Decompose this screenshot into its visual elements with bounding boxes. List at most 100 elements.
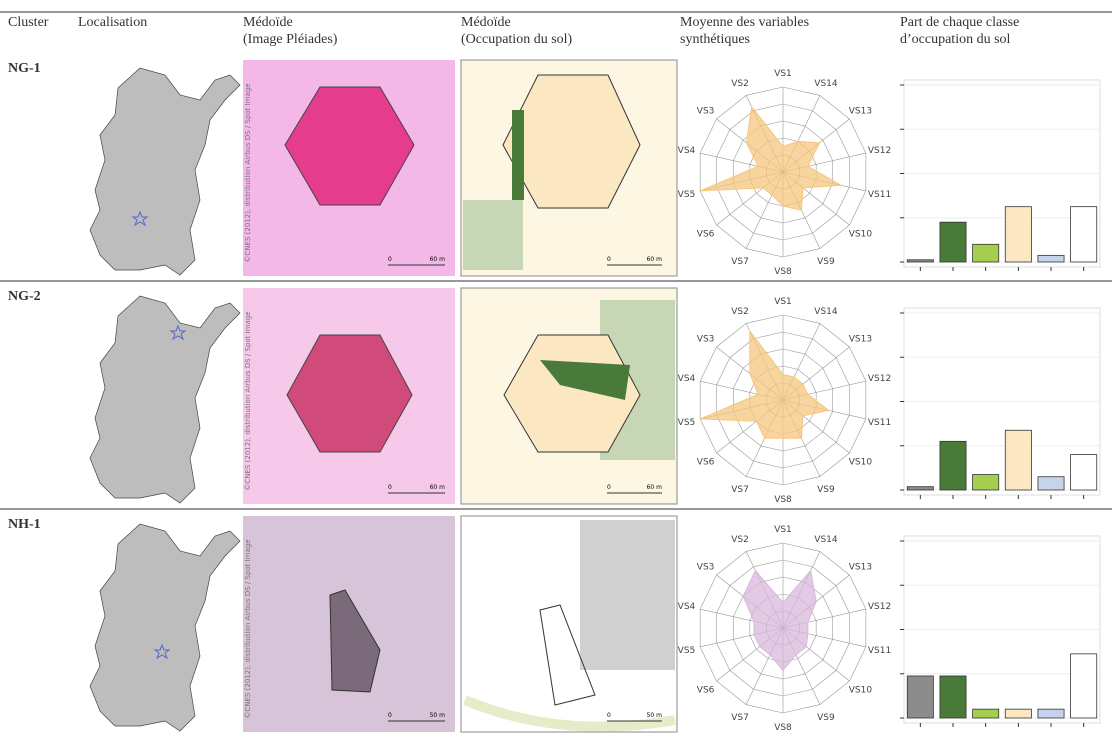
bar: [1004, 206, 1032, 263]
radar-axis-label: VS5: [678, 646, 696, 656]
radar-axis-label: VS9: [817, 485, 835, 495]
radar-axis-label: VS14: [814, 535, 838, 545]
radar-axis-label: VS9: [817, 257, 835, 267]
landuse-image: [460, 515, 678, 733]
column-header: (Occupation du sol): [461, 32, 573, 47]
radar-axis-label: VS7: [731, 485, 749, 495]
scale-label: 0: [607, 712, 611, 719]
bar: [972, 474, 1000, 491]
scale-label: 0: [607, 484, 611, 491]
bar: [1070, 454, 1098, 491]
column-header: (Image Pléiades): [243, 32, 338, 47]
scale-label: 50 m: [430, 712, 446, 719]
bar: [972, 708, 1000, 719]
radar-axis-label: VS3: [697, 334, 715, 344]
landuse-image: [460, 287, 678, 505]
radar-axis-label: VS14: [814, 307, 838, 317]
radar-axis-label: VS1: [774, 69, 792, 79]
column-header: Cluster: [8, 15, 49, 30]
radar-area: [699, 105, 843, 211]
image-credit: ©CNES (2012), distribution Airbus DS / S…: [244, 539, 252, 718]
bar: [1004, 429, 1032, 491]
column-header: Part de chaque classe: [900, 15, 1019, 30]
radar-axis-label: VS12: [868, 602, 891, 612]
cluster-label: NH-1: [8, 517, 41, 532]
scale-label: 0: [388, 712, 392, 719]
scale-label: 50 m: [647, 712, 663, 719]
bar: [939, 440, 967, 491]
pleiades-image: [243, 516, 455, 732]
bar: [1070, 206, 1098, 263]
bar: [1037, 254, 1065, 263]
radar-axis-label: VS11: [868, 646, 891, 656]
pleiades-image: [243, 288, 455, 504]
radar-axis-label: VS8: [774, 267, 792, 277]
bar: [972, 243, 1000, 263]
pleiades-image: [243, 60, 455, 276]
bar: [1037, 476, 1065, 491]
bar: [906, 675, 934, 719]
scale-label: 60 m: [647, 484, 663, 491]
radar-axis-label: VS13: [849, 334, 872, 344]
radar-axis-label: VS4: [678, 146, 696, 156]
radar-axis-label: VS11: [868, 418, 891, 428]
scale-label: 60 m: [430, 256, 446, 263]
radar-axis-label: VS6: [697, 686, 715, 696]
column-header: d’occupation du sol: [900, 32, 1011, 47]
radar-axis-label: VS11: [868, 190, 891, 200]
bar: [1037, 708, 1065, 719]
radar-axis-label: VS6: [697, 230, 715, 240]
radar-axis-label: VS3: [697, 106, 715, 116]
landuse-image: [460, 59, 678, 277]
radar-axis-label: VS12: [868, 374, 891, 384]
radar-axis-label: VS2: [731, 307, 749, 317]
radar-axis-label: VS7: [731, 713, 749, 723]
bar: [1070, 653, 1098, 719]
bar: [1004, 708, 1032, 719]
map: [89, 67, 241, 276]
bar: [906, 486, 934, 491]
radar-axis-label: VS3: [697, 562, 715, 572]
radar-axis-label: VS12: [868, 146, 891, 156]
radar-axis-label: VS1: [774, 525, 792, 535]
bar: [906, 259, 934, 263]
map: [89, 523, 241, 732]
scale-label: 0: [388, 484, 392, 491]
radar-axis-label: VS2: [731, 79, 749, 89]
cluster-label: NG-2: [8, 289, 41, 304]
scale-label: 60 m: [647, 256, 663, 263]
scale-label: 60 m: [430, 484, 446, 491]
column-header: Médoïde: [461, 15, 511, 30]
radar-axis-label: VS4: [678, 602, 696, 612]
radar-axis-label: VS10: [849, 686, 873, 696]
radar-area: [699, 329, 830, 439]
scale-label: 0: [388, 256, 392, 263]
column-header: Médoïde: [243, 15, 293, 30]
radar-axis-label: VS10: [849, 230, 873, 240]
radar-axis-label: VS7: [731, 257, 749, 267]
radar-axis-label: VS8: [774, 495, 792, 505]
radar-area: [742, 569, 817, 672]
image-credit: ©CNES (2012), distribution Airbus DS / S…: [244, 311, 252, 490]
column-header: Moyenne des variables: [680, 15, 809, 30]
radar-axis-label: VS13: [849, 106, 872, 116]
radar-axis-label: VS4: [678, 374, 696, 384]
radar-axis-label: VS5: [678, 190, 696, 200]
radar-axis-label: VS10: [849, 458, 873, 468]
radar-axis-label: VS5: [678, 418, 696, 428]
bar: [939, 675, 967, 719]
radar-axis-label: VS14: [814, 79, 838, 89]
column-header: synthétiques: [680, 32, 750, 47]
map: [89, 295, 241, 504]
cluster-label: NG-1: [8, 61, 41, 76]
radar-axis-label: VS2: [731, 535, 749, 545]
radar-axis-label: VS9: [817, 713, 835, 723]
bar: [939, 221, 967, 263]
column-header: Localisation: [78, 15, 147, 30]
radar-axis-label: VS13: [849, 562, 872, 572]
radar-axis-label: VS1: [774, 297, 792, 307]
image-credit: ©CNES (2012), distribution Airbus DS / S…: [244, 83, 252, 262]
radar-axis-label: VS6: [697, 458, 715, 468]
scale-label: 0: [607, 256, 611, 263]
